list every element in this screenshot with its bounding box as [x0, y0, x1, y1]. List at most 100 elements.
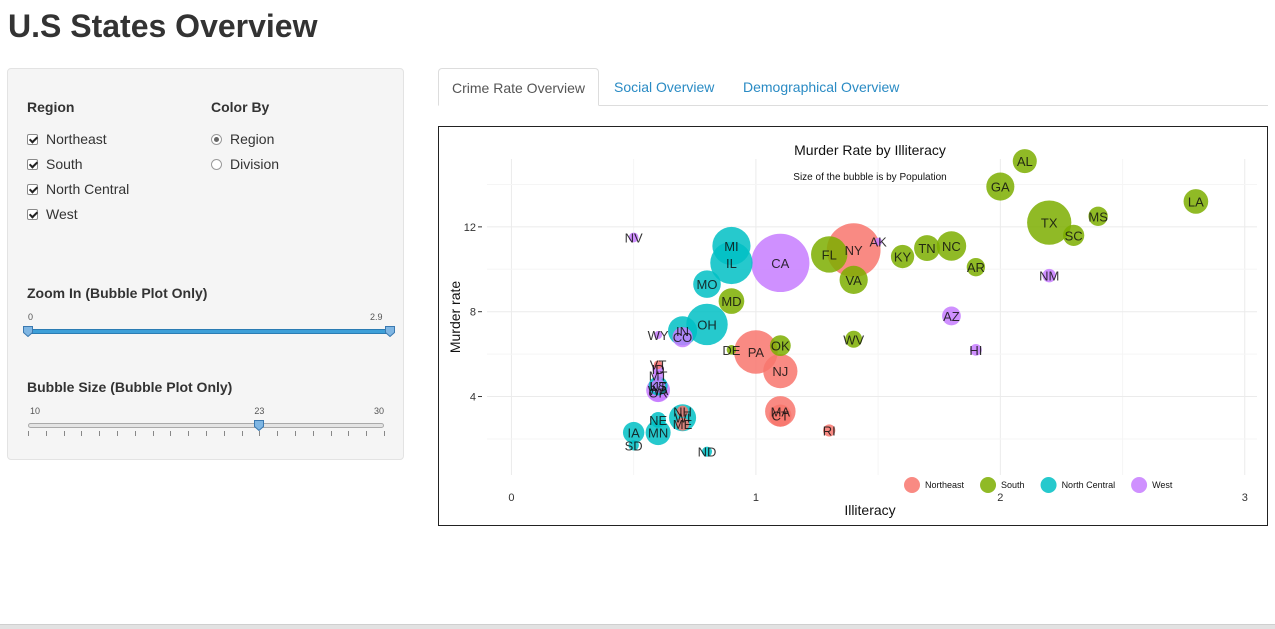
bubble-ar	[966, 257, 986, 277]
legend-label: North Central	[1062, 480, 1116, 490]
slider-tick	[277, 431, 279, 436]
legend-label: West	[1152, 480, 1173, 490]
region-radio[interactable]	[211, 133, 222, 145]
legend-swatch	[904, 477, 920, 493]
bubble-nh	[676, 405, 689, 418]
legend-swatch	[1131, 477, 1148, 493]
region-option-label: North Central	[46, 181, 130, 197]
region-option-label: West	[46, 206, 78, 222]
bubble-label: MO	[697, 277, 718, 292]
bubble-size-slider-label: Bubble Size (Bubble Plot Only)	[27, 379, 233, 395]
bubble-label: TN	[918, 241, 935, 256]
bubble-nm	[1042, 268, 1056, 283]
bubble-size-slider-handle[interactable]	[254, 420, 265, 431]
bubble-label: RI	[823, 423, 836, 438]
zoom-slider-min-handle[interactable]	[23, 326, 33, 337]
color-by-option-label: Division	[230, 156, 280, 172]
bubble-label: ME	[673, 417, 693, 432]
bubble-ca	[751, 233, 810, 293]
region-option-label: South	[46, 156, 83, 172]
tab-crime-rate-overview[interactable]: Crime Rate Overview	[438, 68, 600, 106]
bubble-size-min-label: 10	[30, 406, 41, 416]
bubble-ms	[1088, 206, 1108, 226]
bubble-label: AZ	[943, 309, 960, 324]
bubble-label: AR	[967, 260, 985, 275]
sidebar-panel: Region Northeast South North Central Wes…	[7, 68, 404, 460]
bubble-label: NV	[625, 230, 643, 245]
bubble-oh	[686, 303, 728, 346]
bubble-label: FL	[822, 247, 837, 262]
region-option-west[interactable]: West	[27, 206, 78, 222]
bubble-sc	[1063, 224, 1085, 246]
x-axis-label: Illiteracy	[844, 502, 895, 518]
bubble-al	[1012, 149, 1037, 174]
bubble-fl	[811, 236, 848, 273]
bubble-wy	[654, 331, 663, 340]
south-checkbox[interactable]	[27, 158, 38, 170]
bubble-label: WI	[675, 411, 691, 426]
bubble-label: OK	[771, 339, 790, 354]
bubble-label: MD	[721, 294, 741, 309]
slider-tick	[188, 431, 190, 436]
slider-tick	[81, 431, 83, 436]
bubble-label: MI	[724, 239, 738, 254]
slider-tick	[330, 431, 332, 436]
tab-demographical-overview[interactable]: Demographical Overview	[743, 79, 900, 95]
bubble-me	[676, 417, 690, 431]
bubble-ne	[650, 412, 666, 428]
bubble-label: WY	[648, 328, 669, 343]
bubble-label: OH	[697, 317, 717, 332]
bubble-wv	[845, 330, 863, 348]
division-radio[interactable]	[211, 158, 222, 170]
color-by-division-option[interactable]: Division	[211, 156, 279, 172]
legend-label: Northeast	[925, 480, 965, 490]
color-by-label: Color By	[211, 99, 270, 115]
bubble-ut	[651, 378, 666, 393]
bubble-de	[726, 345, 737, 355]
bubble-size-slider-track[interactable]	[28, 423, 384, 428]
x-tick-label: 1	[753, 492, 759, 504]
bubble-label: WV	[843, 332, 864, 347]
bubble-ct	[769, 404, 792, 427]
chart-title: Murder Rate by Illiteracy	[794, 142, 946, 158]
slider-tick	[259, 431, 261, 436]
y-tick-label: 12	[464, 222, 476, 234]
bubble-size-max-label: 30	[374, 406, 385, 416]
north-central-checkbox[interactable]	[27, 183, 38, 195]
zoom-min-label: 0	[28, 312, 34, 322]
bubble-ak	[874, 237, 883, 246]
west-checkbox[interactable]	[27, 208, 38, 220]
bubble-label: CA	[771, 256, 789, 271]
bubble-ok	[769, 335, 791, 357]
bubble-label: KY	[894, 250, 912, 265]
bubble-label: MS	[1088, 209, 1108, 224]
bubble-label: MT	[649, 368, 668, 383]
bubble-label: CO	[673, 330, 693, 345]
bubble-mn	[645, 420, 671, 446]
bubble-plot-frame: 0 1 2 3 4 8 12 Murder Rate by Illiteracy Size of…	[438, 126, 1268, 526]
bubble-label: UT	[649, 379, 666, 394]
bubble-co	[672, 327, 693, 348]
bubble-label: NM	[1039, 269, 1059, 284]
bubble-label: KS	[649, 379, 667, 394]
tab-bar: Crime Rate Overview Social Overview Demo…	[438, 68, 1268, 106]
region-option-label: Northeast	[46, 131, 107, 147]
bubble-nj	[763, 353, 798, 389]
tab-social-overview[interactable]: Social Overview	[614, 79, 715, 95]
bubble-nc	[936, 231, 967, 261]
color-by-region-option[interactable]: Region	[211, 131, 274, 147]
northeast-checkbox[interactable]	[27, 133, 38, 145]
region-option-south[interactable]: South	[27, 156, 83, 172]
bubble-label: ID	[652, 362, 665, 377]
slider-tick	[28, 431, 29, 436]
bubble-ri	[823, 424, 836, 437]
bubble-vt	[653, 360, 663, 370]
region-option-northeast[interactable]: Northeast	[27, 131, 107, 147]
region-option-north-central[interactable]: North Central	[27, 181, 129, 197]
x-tick-label: 2	[997, 492, 1003, 504]
bubble-va	[839, 265, 868, 295]
zoom-slider-max-handle[interactable]	[385, 326, 395, 337]
bubble-la	[1183, 189, 1209, 214]
bubble-hi	[969, 343, 982, 356]
zoom-max-label: 2.9	[370, 312, 383, 322]
